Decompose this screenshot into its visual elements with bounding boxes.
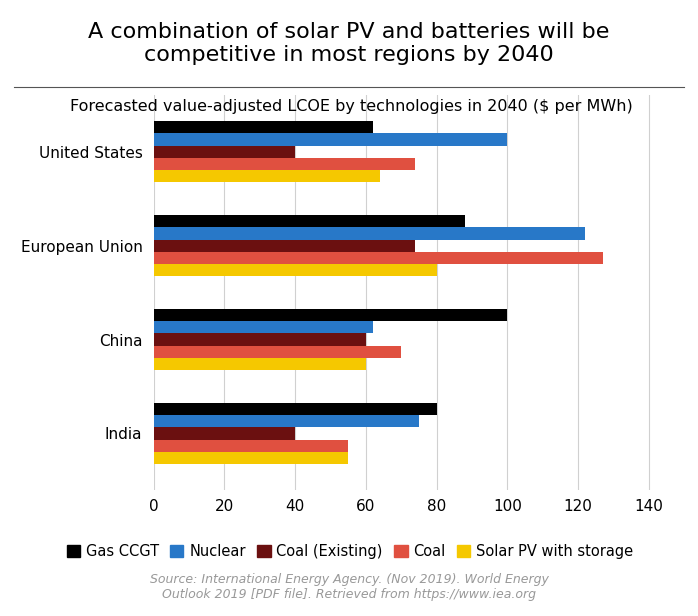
Bar (154, 309, 507, 321)
Bar (154, 428, 295, 439)
Legend: Gas CCGT, Nuclear, Coal (Existing), Coal, Solar PV with storage: Gas CCGT, Nuclear, Coal (Existing), Coal… (66, 545, 634, 559)
Bar (154, 439, 348, 452)
Bar (154, 227, 585, 240)
Bar (154, 333, 366, 346)
Bar (154, 121, 373, 134)
Bar (154, 415, 419, 428)
Text: Forecasted value-adjusted LCOE by technologies in 2040 ($ per MWh): Forecasted value-adjusted LCOE by techno… (70, 99, 632, 113)
Text: Source: International Energy Agency. (Nov 2019). World Energy
Outlook 2019 [PDF : Source: International Energy Agency. (No… (149, 573, 549, 601)
Bar (154, 146, 295, 158)
Bar (154, 264, 436, 276)
Bar (154, 452, 348, 464)
Text: A combination of solar PV and batteries will be
competitive in most regions by 2: A combination of solar PV and batteries … (89, 22, 609, 65)
Bar (154, 134, 507, 146)
Bar (154, 346, 401, 358)
Bar (154, 215, 465, 227)
Bar (154, 158, 415, 170)
Bar (154, 252, 603, 264)
Bar (154, 321, 373, 333)
Bar (154, 240, 415, 252)
Bar (154, 403, 436, 415)
Bar (154, 358, 366, 370)
Bar (154, 170, 380, 182)
